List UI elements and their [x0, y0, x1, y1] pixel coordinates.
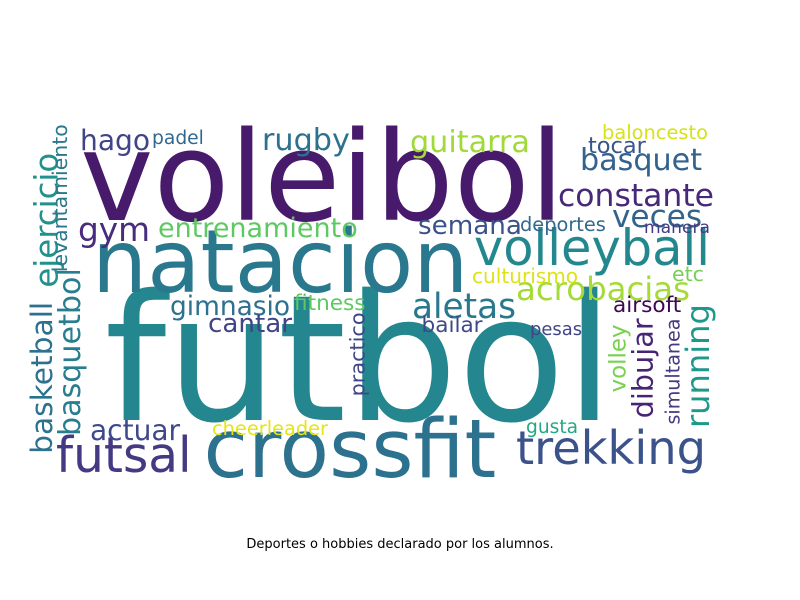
word-tocar: tocar — [588, 133, 646, 159]
word-deportes: deportes — [520, 212, 606, 236]
word-veces: veces — [612, 198, 703, 235]
word-trekking: trekking — [516, 421, 706, 475]
word-gimnasio: gimnasio — [170, 291, 291, 322]
word-culturismo: culturismo — [472, 264, 579, 288]
word-rugby: rugby — [262, 123, 350, 158]
word-simultanea: simultanea — [661, 318, 685, 425]
word-actuar: actuar — [90, 414, 181, 447]
word-basquet: basquet — [580, 143, 703, 178]
word-basquetbol: basquetbol — [52, 268, 88, 437]
word-gym: gym — [78, 210, 151, 249]
word-running: running — [678, 304, 717, 429]
word-voleibol: voleibol — [80, 106, 565, 250]
word-cantar: cantar — [208, 309, 293, 339]
word-hago: hago — [80, 124, 151, 157]
word-gusta: gusta — [526, 416, 579, 438]
word-volleyball: volleyball — [474, 218, 710, 277]
word-etc: etc — [672, 261, 704, 286]
word-cheerleader: cheerleader — [212, 416, 329, 440]
word-volley: volley — [605, 324, 632, 392]
word-futsal: futsal — [56, 427, 192, 484]
word-futbol: futbol — [104, 258, 614, 462]
word-acrobacias: acrobacias — [516, 270, 691, 308]
word-guitarra: guitarra — [410, 125, 530, 160]
word-pesas: pesas — [530, 319, 583, 340]
word-constante: constante — [558, 177, 715, 214]
word-airsoft: airsoft — [613, 293, 682, 318]
word-practico: practico — [345, 311, 370, 396]
word-fitness: fitness — [294, 291, 366, 316]
word-entrenamiento: entrenamiento — [158, 212, 358, 244]
word-manera: manera — [644, 217, 710, 238]
figure-caption: Deportes o hobbies declarado por los alu… — [246, 537, 554, 552]
word-baloncesto: baloncesto — [602, 120, 708, 144]
word-natacion: natacion — [92, 210, 469, 313]
word-levantamiento: levantamiento — [47, 124, 72, 273]
word-aletas: aletas — [412, 287, 517, 327]
word-bailar: bailar — [421, 313, 483, 338]
word-padel: padel — [152, 127, 204, 149]
word-dibujar: dibujar — [625, 317, 660, 418]
word-semana: semana — [418, 211, 522, 241]
word-basketball: basketball — [25, 301, 61, 454]
word-crossfit: crossfit — [203, 402, 497, 497]
